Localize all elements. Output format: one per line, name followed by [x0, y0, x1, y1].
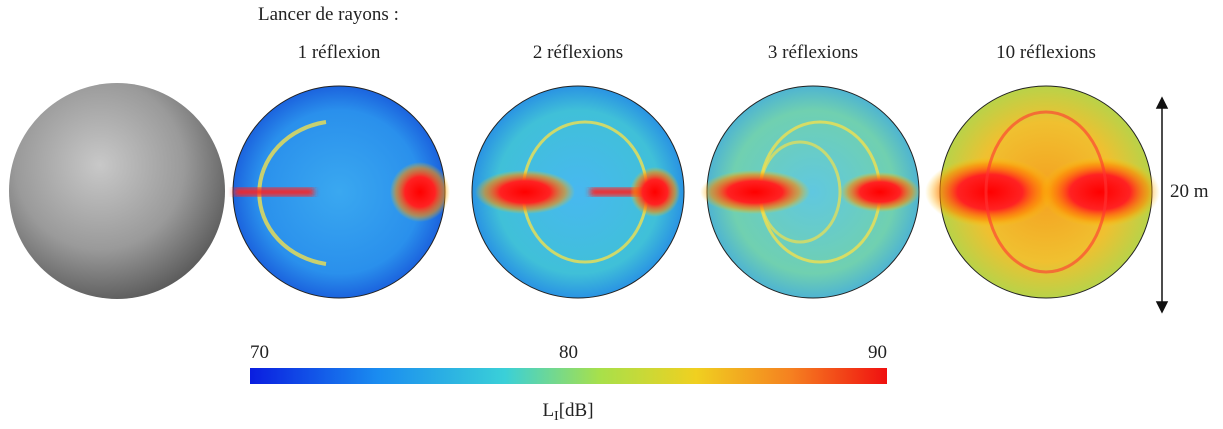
colorbar-tick-label: 70	[250, 342, 269, 363]
label-sub: I	[554, 409, 559, 424]
panel-label: 1 réflexion	[298, 42, 381, 63]
disc-3	[700, 85, 920, 299]
heading: Lancer de rayons :	[258, 4, 399, 25]
colorbar	[250, 368, 887, 384]
colorbar-label: LI[dB]	[542, 400, 593, 424]
disc-4	[925, 85, 1160, 299]
sphere	[9, 83, 225, 299]
disc-1	[232, 85, 450, 299]
panel-label: 2 réflexions	[533, 42, 623, 63]
label-unit: [dB]	[559, 400, 594, 421]
colorbar-tick-label: 90	[868, 342, 887, 363]
panel-label: 10 réflexions	[996, 42, 1096, 63]
panel-label: 3 réflexions	[768, 42, 858, 63]
scale-arrow	[1155, 96, 1169, 314]
label-main: L	[542, 400, 554, 421]
disc-2	[471, 85, 685, 299]
colorbar-tick-label: 80	[559, 342, 578, 363]
scale-label: 20 m	[1170, 181, 1209, 202]
